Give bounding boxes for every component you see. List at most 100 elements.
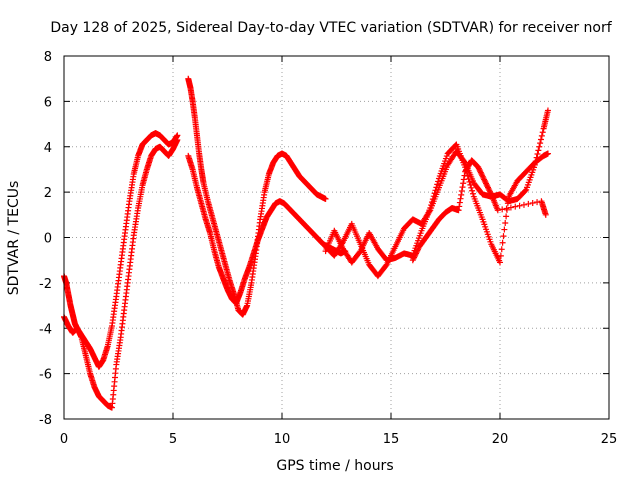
- data-point: [459, 184, 466, 191]
- y-tick-label: 8: [44, 50, 52, 65]
- data-point: [484, 183, 491, 190]
- data-point: [413, 249, 420, 256]
- data-point: [466, 178, 473, 185]
- data-point: [432, 187, 439, 194]
- y-tick-label: -2: [39, 277, 52, 292]
- y-tick-label: 2: [44, 186, 52, 201]
- data-point: [499, 239, 506, 246]
- x-tick-label: 10: [274, 432, 291, 447]
- data-point: [431, 190, 438, 197]
- data-point: [544, 107, 551, 114]
- x-tick-label: 15: [383, 432, 400, 447]
- x-axis-label: GPS time / hours: [276, 458, 393, 474]
- y-tick-label: -4: [39, 322, 52, 337]
- data-point: [477, 169, 484, 176]
- data-point: [460, 180, 467, 187]
- data-points: [61, 75, 551, 411]
- data-point: [412, 251, 419, 258]
- data-point: [481, 176, 488, 183]
- data-point: [475, 165, 482, 172]
- data-point: [481, 177, 488, 184]
- data-point: [529, 200, 536, 207]
- y-tick-labels: -8 -6 -4 -2 0 2 4 6 8: [39, 50, 52, 428]
- data-point: [455, 207, 462, 214]
- data-point: [525, 200, 532, 207]
- data-point: [479, 172, 486, 179]
- data-point: [456, 199, 463, 206]
- data-point: [428, 199, 435, 206]
- data-point: [498, 246, 505, 253]
- x-tick-label: 0: [60, 432, 68, 447]
- data-point: [409, 257, 416, 264]
- data-point: [536, 143, 543, 150]
- data-point: [486, 188, 493, 195]
- data-point: [487, 190, 494, 197]
- data-point: [535, 147, 542, 154]
- series-track-f: [322, 141, 551, 266]
- data-point: [411, 254, 418, 261]
- data-point: [174, 136, 181, 143]
- data-point: [477, 168, 484, 175]
- data-point: [483, 181, 490, 188]
- chart-title: Day 128 of 2025, Sidereal Day-to-day VTE…: [50, 20, 612, 36]
- data-point: [410, 255, 417, 262]
- series-track-b: [61, 136, 181, 411]
- data-point: [485, 185, 492, 192]
- data-point: [457, 195, 464, 202]
- data-point: [494, 207, 501, 214]
- data-point: [434, 181, 441, 188]
- data-point: [542, 211, 549, 218]
- data-point: [467, 181, 474, 188]
- data-point: [469, 190, 476, 197]
- data-point: [456, 203, 463, 210]
- data-point: [480, 175, 487, 182]
- data-point: [435, 178, 442, 185]
- x-tick-labels: 0 5 10 15 20 25: [60, 432, 617, 447]
- data-point: [522, 187, 529, 194]
- data-point: [507, 204, 514, 211]
- x-tick-label: 5: [169, 432, 177, 447]
- data-point: [497, 252, 504, 259]
- data-point: [499, 206, 506, 213]
- data-point: [433, 184, 440, 191]
- data-point: [428, 202, 435, 209]
- data-point: [486, 187, 493, 194]
- y-tick-label: 4: [44, 141, 52, 156]
- data-point: [427, 205, 434, 212]
- y-tick-label: -8: [39, 413, 52, 428]
- data-point: [504, 200, 511, 207]
- data-point: [485, 184, 492, 191]
- data-point: [501, 226, 508, 233]
- data-point: [475, 164, 482, 171]
- data-point: [503, 205, 510, 212]
- data-point: [537, 136, 544, 143]
- x-tick-label: 25: [601, 432, 618, 447]
- data-point: [430, 193, 437, 200]
- data-point: [520, 201, 527, 208]
- data-point: [411, 253, 418, 260]
- y-tick-label: 6: [44, 95, 52, 110]
- data-point: [500, 233, 507, 240]
- data-point: [469, 187, 476, 194]
- data-point: [497, 259, 503, 266]
- y-tick-label: -6: [39, 368, 52, 383]
- data-point: [483, 180, 490, 187]
- plot-frame: [63, 55, 610, 420]
- data-point: [478, 170, 485, 177]
- data-point: [458, 187, 465, 194]
- data-point: [414, 247, 421, 254]
- data-point: [544, 150, 551, 157]
- data-point: [458, 191, 465, 198]
- y-tick-label: 0: [44, 232, 52, 247]
- data-point: [539, 129, 546, 136]
- x-tick-label: 20: [492, 432, 509, 447]
- data-point: [503, 213, 510, 220]
- data-point: [413, 250, 420, 257]
- data-point: [538, 132, 545, 139]
- data-point: [461, 172, 468, 179]
- data-point: [516, 202, 523, 209]
- data-point: [534, 151, 541, 158]
- data-point: [512, 203, 519, 210]
- data-point: [460, 176, 467, 183]
